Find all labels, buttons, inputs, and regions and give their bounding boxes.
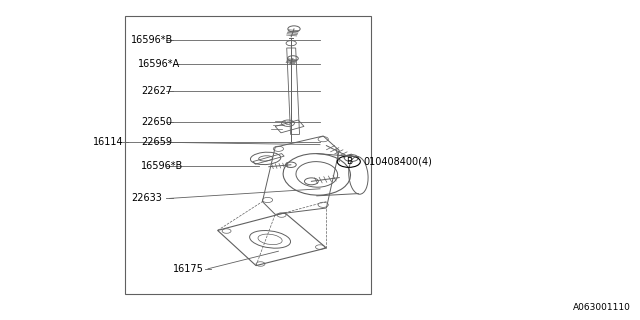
- Text: 22633: 22633: [131, 193, 162, 204]
- Text: 22650: 22650: [141, 116, 172, 127]
- Text: A063001110: A063001110: [573, 303, 630, 312]
- Text: 16114: 16114: [93, 137, 124, 148]
- Text: 22627: 22627: [141, 86, 172, 96]
- Text: 010408400(4): 010408400(4): [363, 156, 432, 167]
- Text: 16596*B: 16596*B: [131, 35, 173, 45]
- Text: 16175: 16175: [173, 264, 204, 274]
- Bar: [125, 16, 371, 294]
- Text: B: B: [346, 157, 352, 166]
- Text: 16596*A: 16596*A: [138, 59, 180, 69]
- Text: 16596*B: 16596*B: [141, 161, 183, 172]
- Text: 22659: 22659: [141, 137, 172, 148]
